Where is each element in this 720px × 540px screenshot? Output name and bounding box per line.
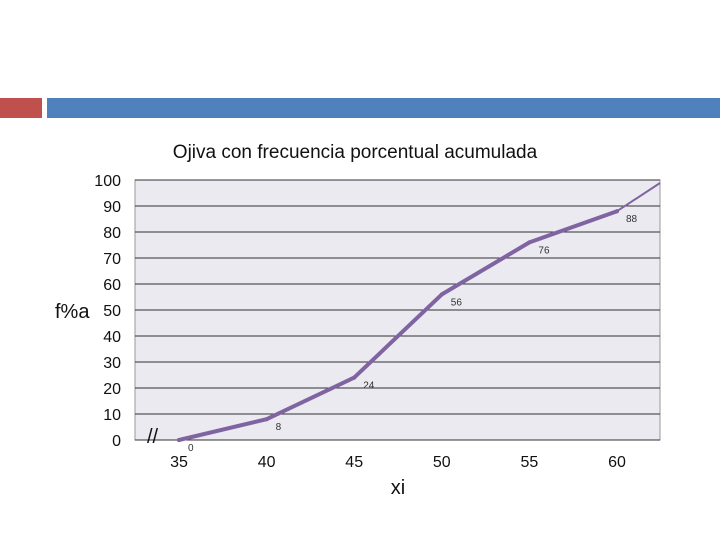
data-label: 0	[188, 443, 194, 454]
x-tick-label: 45	[345, 454, 363, 471]
ogive-line	[177, 209, 619, 442]
x-tick-label: 55	[521, 454, 539, 471]
data-point	[527, 240, 532, 245]
data-point	[615, 209, 619, 214]
series-line	[177, 182, 661, 442]
ogive-extension	[616, 182, 661, 213]
header-accent-blue	[47, 98, 720, 118]
y-tick-label: 70	[103, 251, 121, 268]
data-label: 56	[451, 297, 463, 308]
y-tick-label: 20	[103, 381, 121, 398]
data-label: 24	[363, 381, 375, 392]
chart-title: Ojiva con frecuencia porcentual acumulad…	[172, 142, 538, 163]
header-accent-red	[0, 98, 42, 118]
data-labels: 0 8 24 56 76 88	[188, 214, 638, 454]
y-tick-label: 50	[103, 303, 121, 320]
y-axis-ticks: 0 10 20 30 40 50 60 70 80 90 100	[94, 173, 121, 450]
x-tick-label: 35	[170, 454, 188, 471]
x-axis-label: xi	[391, 477, 405, 499]
x-tick-label: 60	[608, 454, 626, 471]
data-point	[264, 417, 269, 422]
y-tick-label: 10	[103, 407, 121, 424]
axis-break-marker: //	[147, 426, 159, 448]
y-tick-label: 30	[103, 355, 121, 372]
y-tick-label: 90	[103, 199, 121, 216]
x-tick-label: 50	[433, 454, 451, 471]
y-tick-label: 0	[112, 433, 121, 450]
y-tick-label: 40	[103, 329, 121, 346]
data-point	[439, 292, 444, 297]
data-label: 76	[538, 245, 550, 256]
data-label: 88	[626, 214, 638, 225]
x-tick-label: 40	[258, 454, 276, 471]
y-tick-label: 60	[103, 277, 121, 294]
y-tick-label: 100	[94, 173, 121, 190]
data-point	[177, 438, 181, 442]
y-axis-label: f%a	[55, 301, 90, 323]
data-point	[352, 375, 357, 380]
data-label: 8	[276, 422, 282, 433]
x-axis-ticks: 35 40 45 50 55 60	[170, 454, 626, 471]
y-tick-label: 80	[103, 225, 121, 242]
